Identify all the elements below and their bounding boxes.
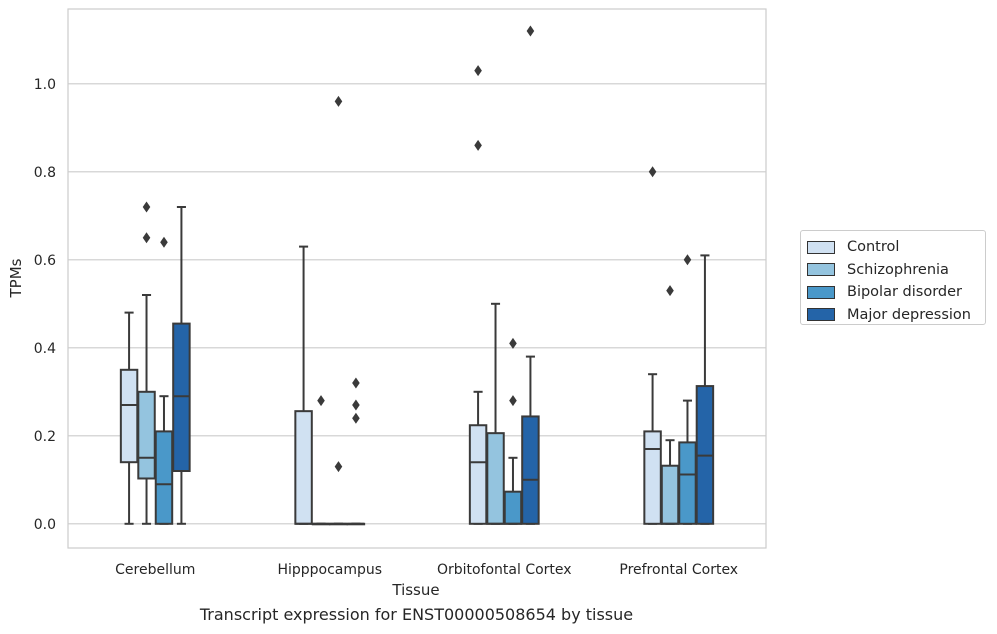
outlier-point [317, 395, 325, 407]
legend-item: Schizophrenia [807, 259, 979, 282]
legend-label: Major depression [847, 306, 971, 323]
box-control [643, 166, 662, 525]
outlier-point [352, 399, 360, 411]
box-bipolar-disorder [503, 337, 523, 525]
x-axis-label: Tissue [391, 581, 439, 599]
legend-swatch [807, 285, 835, 299]
x-tick-label: Hipppocampus [277, 562, 382, 578]
legend-swatch [807, 263, 835, 277]
box-body [678, 441, 697, 525]
legend: Control Schizophrenia Bipolar disorder Majo… [800, 230, 986, 325]
outlier-point [142, 232, 151, 244]
outlier-point [352, 412, 360, 424]
y-tick-label: 0.0 [34, 517, 56, 533]
x-tick-label: Prefrontal Cortex [619, 562, 738, 578]
y-tick-label: 0.4 [34, 341, 56, 357]
box-control [294, 245, 313, 525]
box-groups [119, 25, 715, 526]
box-control [468, 65, 488, 525]
legend-label: Control [847, 239, 900, 256]
box-body [468, 424, 488, 525]
x-tick-labels: Cerebellum Hipppocampus Orbitofontal Corte… [115, 562, 738, 578]
outlier-point [474, 139, 482, 151]
box-body [137, 390, 156, 480]
x-tick-label: Orbitofontal Cortex [437, 562, 572, 578]
box-body [294, 410, 313, 525]
outlier-point [526, 25, 535, 37]
outlier-point [334, 461, 343, 473]
legend-item: Bipolar disorder [807, 281, 979, 304]
legend-label: Bipolar disorder [847, 284, 962, 301]
box-body [521, 415, 540, 525]
outlier-point [160, 236, 168, 248]
box-major-depression [695, 254, 715, 525]
legend-label: Schizophrenia [847, 261, 949, 278]
box-major-depression [346, 377, 366, 526]
y-tick-labels: 0.0 0.2 0.4 0.6 0.8 1.0 [34, 77, 56, 533]
plot-frame [67, 8, 767, 549]
legend-item: Control [807, 236, 979, 259]
box-body [503, 490, 523, 525]
y-tick-label: 0.8 [34, 165, 56, 181]
outlier-point [509, 337, 517, 349]
box-body [119, 368, 139, 464]
box-schizophrenia [311, 395, 331, 526]
y-tick-label: 1.0 [34, 77, 56, 93]
y-axis-label: TPMs [7, 258, 25, 298]
legend-swatch [807, 308, 835, 322]
box-control [119, 311, 139, 525]
box-bipolar-disorder [329, 95, 348, 526]
x-tick-label: Cerebellum [115, 562, 195, 578]
figure-caption: Transcript expression for ENST0000050865… [199, 605, 634, 624]
box-major-depression [521, 25, 540, 525]
outlier-point [334, 95, 343, 107]
box-body [643, 430, 662, 525]
outlier-point [683, 254, 692, 266]
box-body [660, 464, 680, 525]
outlier-point [474, 65, 482, 77]
y-tick-label: 0.6 [34, 253, 56, 269]
outlier-point [352, 377, 360, 389]
legend-item: Major depression [807, 304, 979, 327]
box-schizophrenia [137, 201, 156, 525]
box-schizophrenia [486, 302, 505, 525]
box-bipolar-disorder [678, 254, 697, 525]
outlier-point [509, 395, 517, 407]
box-major-depression [172, 206, 191, 525]
outlier-point [648, 166, 657, 178]
box-body [172, 322, 191, 472]
box-body [154, 430, 174, 525]
box-body [486, 432, 505, 525]
box-schizophrenia [660, 285, 680, 525]
outlier-point [142, 201, 151, 213]
outlier-point [666, 285, 674, 297]
legend-swatch [807, 240, 835, 254]
box-bipolar-disorder [154, 236, 174, 525]
y-tick-label: 0.2 [34, 429, 56, 445]
